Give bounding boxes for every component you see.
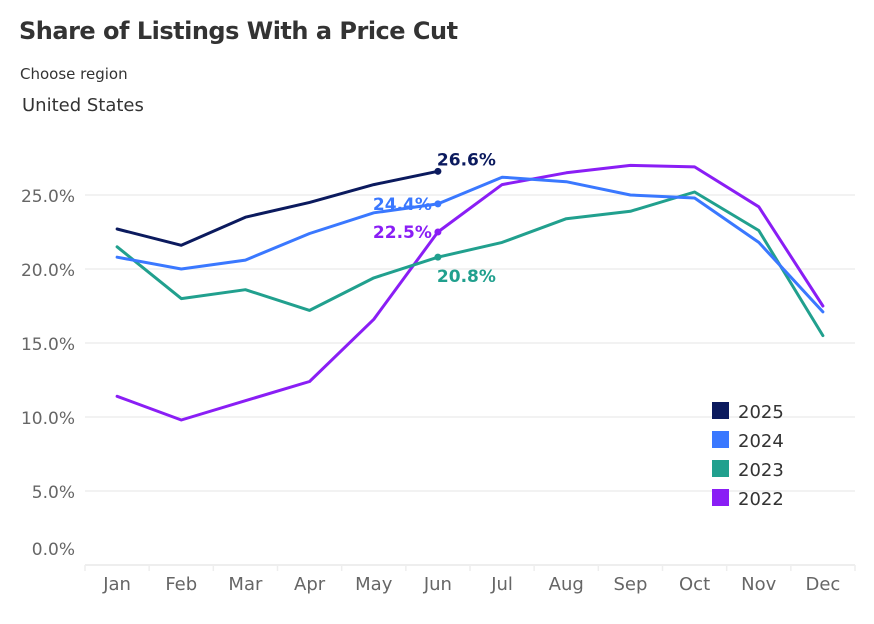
x-tick-label: Jun	[423, 574, 452, 595]
legend-label: 2025	[738, 402, 784, 423]
point-marker-2022	[434, 228, 442, 236]
chart-title: Share of Listings With a Price Cut	[19, 17, 458, 45]
region-select[interactable]: United States	[22, 95, 144, 116]
series-line-2022	[115, 163, 825, 422]
x-tick-label: Jul	[490, 574, 513, 595]
legend-swatch	[712, 460, 729, 477]
y-tick-label: 25.0%	[21, 187, 75, 207]
x-tick-label: May	[355, 574, 393, 595]
legend-label: 2024	[738, 431, 784, 452]
x-tick-label: Apr	[294, 574, 326, 595]
y-tick-label: 15.0%	[21, 335, 75, 355]
y-tick-label: 0.0%	[32, 540, 75, 560]
y-tick-label: 10.0%	[21, 409, 75, 429]
point-label-2023: 20.8%	[437, 267, 496, 287]
legend-swatch	[712, 431, 729, 448]
x-tick-label: Oct	[679, 574, 710, 595]
point-marker-2024	[434, 200, 442, 208]
y-tick-label: 5.0%	[32, 483, 75, 503]
point-labels: 26.6% 24.4% 20.8% 22.5%	[373, 150, 496, 287]
point-marker-2025	[434, 167, 442, 175]
x-tick-label: Jan	[102, 574, 131, 595]
series-line-2025	[115, 169, 440, 247]
series-line-2024	[115, 175, 825, 314]
y-tick-label: 20.0%	[21, 261, 75, 281]
x-tick-label: Sep	[613, 574, 647, 595]
legend-swatch	[712, 402, 729, 419]
x-tick-label: Dec	[805, 574, 840, 595]
y-axis: 0.0% 5.0% 10.0% 15.0% 20.0% 25.0%	[21, 187, 75, 560]
series-line-2023	[115, 190, 825, 338]
point-marker-2023	[434, 253, 442, 261]
x-tick-label: Mar	[228, 574, 263, 595]
legend-item-2022[interactable]: 2022	[712, 489, 784, 510]
x-tick-label: Aug	[549, 574, 584, 595]
legend-item-2023[interactable]: 2023	[712, 460, 784, 481]
region-label: Choose region	[20, 65, 128, 83]
grid-lines	[85, 194, 855, 492]
x-tick-label: Nov	[741, 574, 776, 595]
legend: 2025 2024 2023 2022	[712, 402, 784, 510]
legend-swatch	[712, 489, 729, 506]
point-label-2025: 26.6%	[437, 150, 496, 170]
x-tick-label: Feb	[165, 574, 197, 595]
point-label-2022: 22.5%	[373, 223, 432, 243]
legend-item-2025[interactable]: 2025	[712, 402, 784, 423]
point-label-2024: 24.4%	[373, 195, 432, 215]
series-lines	[115, 163, 825, 422]
legend-label: 2023	[738, 460, 784, 481]
legend-item-2024[interactable]: 2024	[712, 431, 784, 452]
legend-label: 2022	[738, 489, 784, 510]
x-axis: Jan Feb Mar Apr May Jun Jul Aug Sep Oct Nov Dec	[84, 564, 856, 595]
